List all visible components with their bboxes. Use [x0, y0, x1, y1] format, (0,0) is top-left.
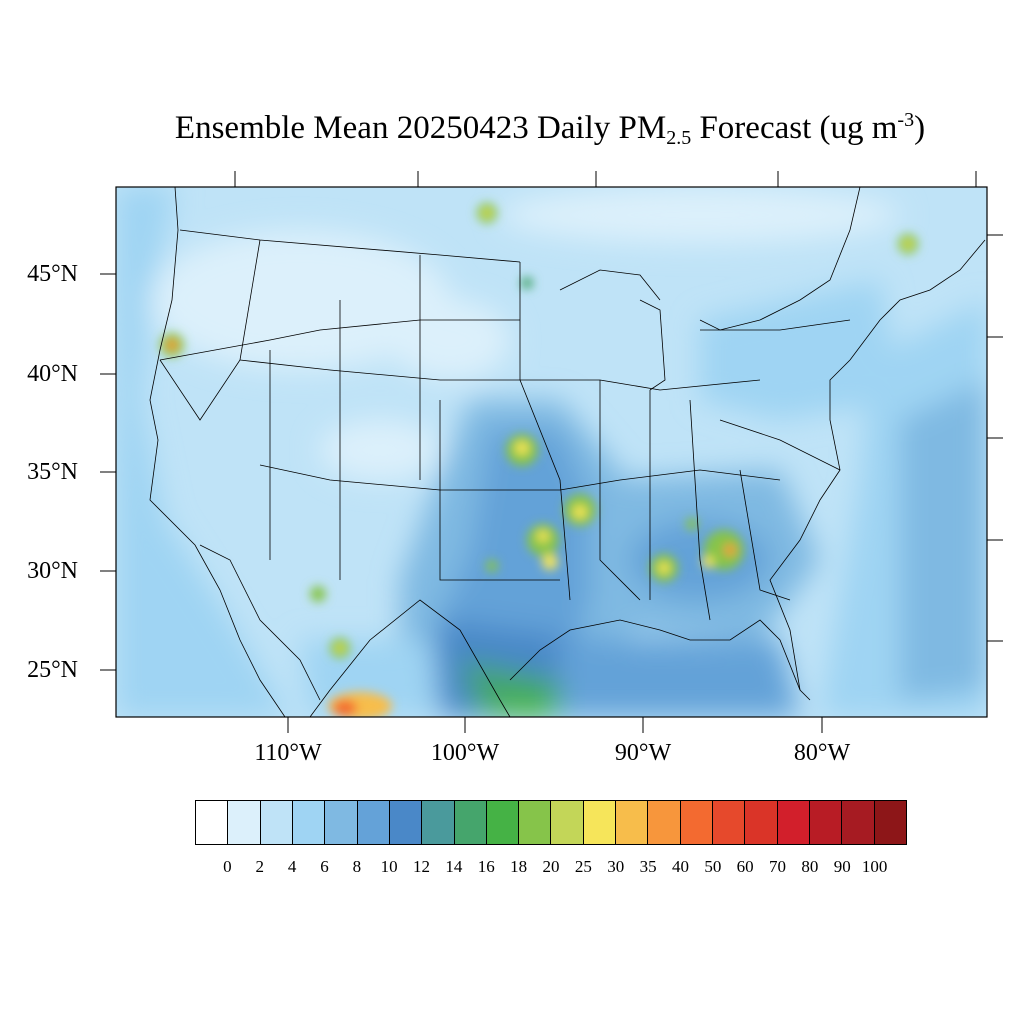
- colorbar-label: 40: [671, 857, 689, 876]
- colorbar-label: 100: [861, 857, 888, 876]
- colorbar-cell-19: [809, 801, 843, 844]
- concentration-field: [116, 187, 987, 717]
- colorbar-label: 20: [542, 857, 560, 876]
- colorbar-cell-13: [616, 801, 649, 844]
- colorbar-label: 8: [352, 857, 362, 876]
- colorbar-cell-12: [583, 801, 617, 844]
- colorbar-cell-10: [519, 801, 552, 844]
- lat-label-40: 40°N: [27, 361, 78, 387]
- colorbar-label: 80: [801, 857, 819, 876]
- colorbar-cell-8: [454, 801, 487, 844]
- colorbar-cell-20: [842, 801, 875, 844]
- axis-ticks: [100, 171, 1003, 733]
- colorbar-label: 25: [574, 857, 592, 876]
- colorbar-cell-18: [777, 801, 810, 844]
- lat-label-25: 25°N: [27, 657, 78, 683]
- colorbar-cell-17: [745, 801, 778, 844]
- colorbar-label: 0: [223, 857, 232, 876]
- colorbar-cell-21: [874, 801, 906, 844]
- lat-label-35: 35°N: [27, 459, 78, 485]
- colorbar-label: 4: [287, 857, 297, 876]
- map-frame: [115, 186, 988, 718]
- colorbar-label: 50: [704, 857, 722, 876]
- colorbar-label: 6: [320, 857, 329, 876]
- lat-label-45: 45°N: [27, 261, 78, 287]
- colorbar-cell-15: [680, 801, 713, 844]
- colorbar-label: 60: [736, 857, 754, 876]
- colorbar-label: 10: [380, 857, 398, 876]
- colorbar-label: 14: [445, 857, 463, 876]
- colorbar-cell-0: [196, 801, 229, 844]
- colorbar-cell-2: [260, 801, 293, 844]
- colorbar-cell-1: [228, 801, 261, 844]
- colorbar-label: 16: [477, 857, 495, 876]
- colorbar-label: 12: [413, 857, 431, 876]
- colorbar-label: 90: [833, 857, 851, 876]
- colorbar-label: 30: [607, 857, 625, 876]
- lon-label-80w: 80°W: [793, 740, 851, 766]
- lon-label-110w: 110°W: [254, 740, 322, 766]
- map-title: Ensemble Mean 20250423 Daily PM2.5 Forec…: [174, 109, 926, 149]
- colorbar-label: 2: [255, 857, 264, 876]
- colorbar-label: 35: [639, 857, 657, 876]
- lon-label-100w: 100°W: [430, 740, 500, 766]
- colorbar-cell-16: [713, 801, 746, 844]
- lon-label-90w: 90°W: [614, 740, 672, 766]
- lat-label-30: 30°N: [27, 558, 78, 584]
- colorbar-label: 70: [769, 857, 787, 876]
- colorbar-cell-9: [486, 801, 520, 844]
- colorbar: [195, 800, 907, 845]
- boundaries: [149, 187, 986, 717]
- colorbar-cell-6: [389, 801, 423, 844]
- colorbar-cell-14: [648, 801, 681, 844]
- colorbar-cell-3: [292, 801, 326, 844]
- colorbar-cell-5: [357, 801, 390, 844]
- colorbar-cell-4: [325, 801, 358, 844]
- colorbar-cell-11: [551, 801, 584, 844]
- colorbar-cell-7: [422, 801, 455, 844]
- colorbar-label: 18: [510, 857, 528, 876]
